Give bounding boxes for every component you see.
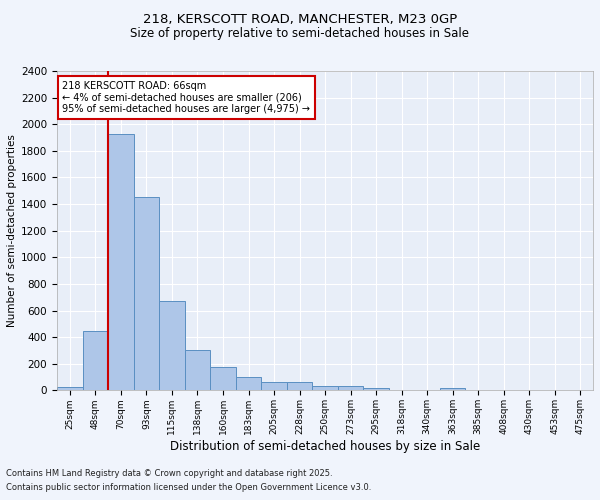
Bar [261, 382, 287, 390]
Y-axis label: Number of semi-detached properties: Number of semi-detached properties [7, 134, 17, 327]
Text: 218 KERSCOTT ROAD: 66sqm
← 4% of semi-detached houses are smaller (206)
95% of s: 218 KERSCOTT ROAD: 66sqm ← 4% of semi-de… [62, 80, 310, 114]
Bar [108, 134, 134, 390]
Text: Size of property relative to semi-detached houses in Sale: Size of property relative to semi-detach… [131, 28, 470, 40]
Bar [185, 350, 210, 391]
Bar [338, 386, 364, 390]
Text: Contains public sector information licensed under the Open Government Licence v3: Contains public sector information licen… [6, 484, 371, 492]
Bar [134, 197, 159, 390]
Bar [210, 367, 236, 390]
X-axis label: Distribution of semi-detached houses by size in Sale: Distribution of semi-detached houses by … [170, 440, 480, 453]
Bar [364, 388, 389, 390]
Text: Contains HM Land Registry data © Crown copyright and database right 2025.: Contains HM Land Registry data © Crown c… [6, 468, 332, 477]
Bar [287, 382, 313, 390]
Bar [57, 387, 83, 390]
Bar [440, 388, 466, 390]
Bar [83, 330, 108, 390]
Text: 218, KERSCOTT ROAD, MANCHESTER, M23 0GP: 218, KERSCOTT ROAD, MANCHESTER, M23 0GP [143, 12, 457, 26]
Bar [159, 302, 185, 390]
Bar [236, 377, 261, 390]
Bar [313, 386, 338, 390]
